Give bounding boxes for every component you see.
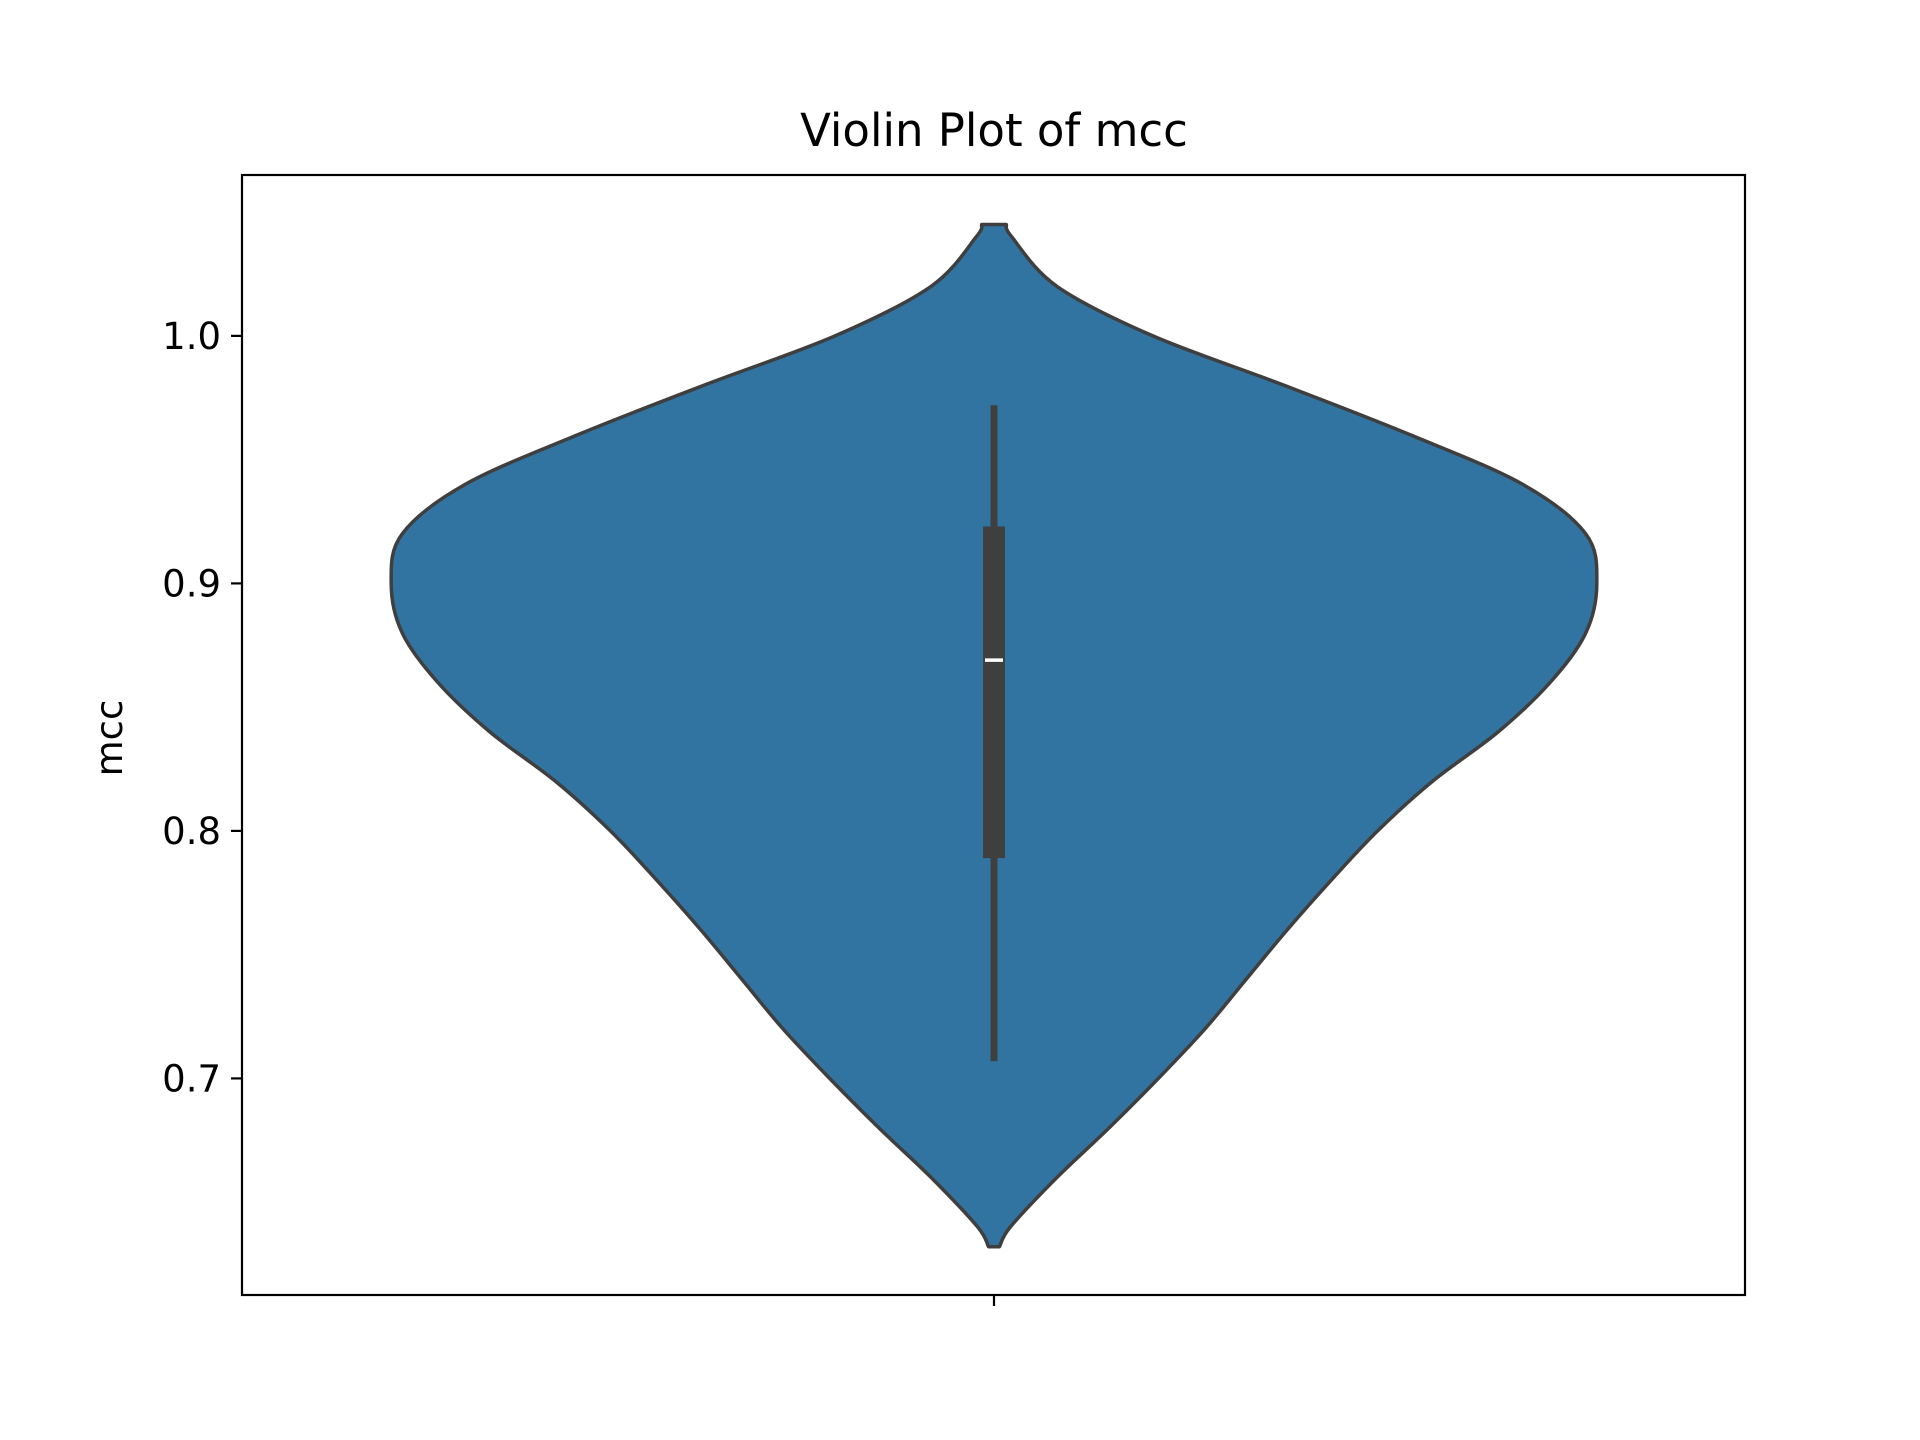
y-tick-label: 0.7 — [162, 1057, 221, 1100]
chart-title: Violin Plot of mcc — [800, 104, 1188, 157]
y-tick-label: 0.8 — [162, 810, 221, 853]
y-tick-label: 0.9 — [162, 562, 221, 605]
y-axis-label: mcc — [88, 700, 131, 777]
y-axis: 0.7 0.8 0.9 1.0 — [162, 315, 242, 1100]
y-tick-label: 1.0 — [162, 315, 221, 358]
plot-frame — [240, 173, 1747, 1297]
iqr-box — [983, 526, 1005, 859]
plot-area — [389, 222, 1599, 1249]
